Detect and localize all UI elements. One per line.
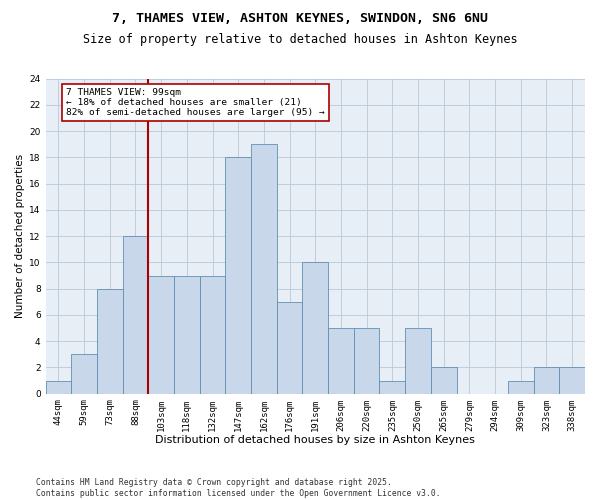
- X-axis label: Distribution of detached houses by size in Ashton Keynes: Distribution of detached houses by size …: [155, 435, 475, 445]
- Text: 7 THAMES VIEW: 99sqm
← 18% of detached houses are smaller (21)
82% of semi-detac: 7 THAMES VIEW: 99sqm ← 18% of detached h…: [66, 88, 325, 118]
- Bar: [226, 158, 251, 394]
- Bar: [251, 144, 277, 394]
- Bar: [559, 368, 585, 394]
- Bar: [328, 328, 354, 394]
- Text: 7, THAMES VIEW, ASHTON KEYNES, SWINDON, SN6 6NU: 7, THAMES VIEW, ASHTON KEYNES, SWINDON, …: [112, 12, 488, 26]
- Bar: [122, 236, 148, 394]
- Bar: [379, 380, 405, 394]
- Bar: [46, 380, 71, 394]
- Bar: [71, 354, 97, 394]
- Bar: [354, 328, 379, 394]
- Bar: [148, 276, 174, 394]
- Text: Contains HM Land Registry data © Crown copyright and database right 2025.
Contai: Contains HM Land Registry data © Crown c…: [36, 478, 440, 498]
- Bar: [508, 380, 533, 394]
- Bar: [533, 368, 559, 394]
- Bar: [200, 276, 226, 394]
- Bar: [405, 328, 431, 394]
- Bar: [277, 302, 302, 394]
- Bar: [174, 276, 200, 394]
- Bar: [302, 262, 328, 394]
- Bar: [97, 288, 122, 394]
- Y-axis label: Number of detached properties: Number of detached properties: [15, 154, 25, 318]
- Text: Size of property relative to detached houses in Ashton Keynes: Size of property relative to detached ho…: [83, 32, 517, 46]
- Bar: [431, 368, 457, 394]
